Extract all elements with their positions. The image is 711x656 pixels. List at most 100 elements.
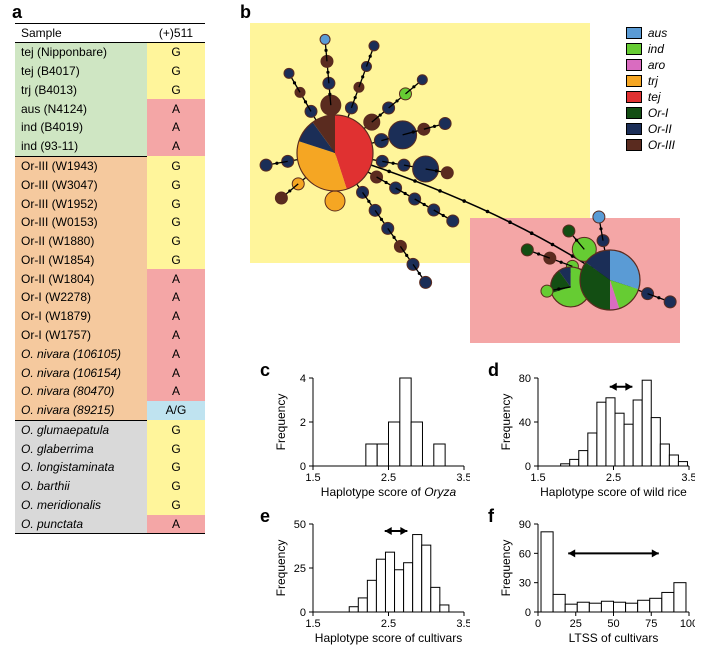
svg-text:Haplotype score of cultivars: Haplotype score of cultivars <box>315 631 462 645</box>
table-row-value: G <box>147 62 205 81</box>
table-row-sample: Or-II (W1880) <box>15 232 147 251</box>
figure-root: a b c d e f Sample (+)511 tej (Nipponbar… <box>0 0 711 656</box>
table-row-sample: Or-II (W1854) <box>15 251 147 270</box>
label-e: e <box>260 506 270 527</box>
svg-text:Haplotype score of Oryza: Haplotype score of Oryza <box>321 485 457 499</box>
svg-text:2.5: 2.5 <box>381 472 396 484</box>
svg-text:50: 50 <box>607 618 619 630</box>
svg-text:2.5: 2.5 <box>606 472 621 484</box>
haplotype-network <box>245 18 690 348</box>
table-row-value: A <box>147 345 205 364</box>
table-row-sample: Or-III (W3047) <box>15 175 147 194</box>
table-row-sample: O. glaberrima <box>15 439 147 458</box>
svg-text:25: 25 <box>570 618 582 630</box>
svg-text:40: 40 <box>519 417 531 429</box>
svg-text:80: 80 <box>519 373 531 385</box>
svg-text:30: 30 <box>519 578 531 590</box>
table-row-sample: O. barthii <box>15 477 147 496</box>
table-row-sample: O. nivara (80470) <box>15 382 147 401</box>
table-row-value: A <box>147 137 205 156</box>
table-row-value: A <box>147 363 205 382</box>
svg-text:25: 25 <box>294 563 306 575</box>
legend-label: aro <box>648 58 665 72</box>
table-row-sample: Or-I (W2278) <box>15 288 147 307</box>
table-row-value: G <box>147 496 205 515</box>
table-row-sample: Or-I (W1879) <box>15 307 147 326</box>
table-row-value: G <box>147 81 205 100</box>
svg-text:2.5: 2.5 <box>381 618 396 630</box>
panel-b: ausindarotrjtejOr-IOr-IIOr-III <box>245 18 690 348</box>
table-row-value: G <box>147 477 205 496</box>
legend-label: ind <box>648 42 664 56</box>
svg-text:0: 0 <box>525 461 531 473</box>
table-row-value: A/G <box>147 401 205 420</box>
svg-text:0: 0 <box>525 607 531 619</box>
table-row-sample: O. longistaminata <box>15 458 147 477</box>
table-row-value: G <box>147 175 205 194</box>
svg-text:0: 0 <box>535 618 541 630</box>
legend-label: Or-I <box>648 106 668 120</box>
svg-text:2: 2 <box>300 417 306 429</box>
network-legend: ausindarotrjtejOr-IOr-IIOr-III <box>626 26 675 154</box>
table-row-sample: aus (N4124) <box>15 99 147 118</box>
table-row-sample: Or-II (W1804) <box>15 269 147 288</box>
table-row-value: G <box>147 251 205 270</box>
svg-text:1.5: 1.5 <box>305 618 320 630</box>
table-row-value: G <box>147 439 205 458</box>
svg-text:Frequency: Frequency <box>500 540 513 597</box>
table-row-value: G <box>147 194 205 213</box>
table-row-sample: O. nivara (89215) <box>15 401 147 420</box>
svg-text:60: 60 <box>519 548 531 560</box>
table-row-value: G <box>147 232 205 251</box>
svg-text:3.5: 3.5 <box>681 472 695 484</box>
table-row-value: G <box>147 156 205 175</box>
col-plus511: (+)511 <box>147 24 205 43</box>
legend-label: aus <box>648 26 667 40</box>
table-row-value: A <box>147 99 205 118</box>
svg-text:50: 50 <box>294 519 306 531</box>
svg-text:3.5: 3.5 <box>456 472 470 484</box>
table-row-sample: Or-III (W1943) <box>15 156 147 175</box>
table-row-sample: tej (Nipponbare) <box>15 43 147 62</box>
table-row-sample: O. nivara (106105) <box>15 345 147 364</box>
table-row-sample: O. nivara (106154) <box>15 363 147 382</box>
legend-label: Or-II <box>648 122 672 136</box>
panel-d: 1.5 2.5 3.5 0 40 80 Haplotype score of wild ri… <box>500 372 695 500</box>
table-row-sample: O. meridionalis <box>15 496 147 515</box>
svg-text:100: 100 <box>680 618 695 630</box>
table-row-sample: Or-III (W0153) <box>15 213 147 232</box>
table-row-sample: O. punctata <box>15 515 147 534</box>
table-row-value: A <box>147 269 205 288</box>
legend-label: trj <box>648 74 658 88</box>
label-f: f <box>488 506 494 527</box>
svg-text:Frequency: Frequency <box>500 394 513 451</box>
col-sample: Sample <box>15 24 147 43</box>
label-a: a <box>12 2 22 23</box>
svg-text:4: 4 <box>300 373 306 385</box>
table-row-sample: ind (B4019) <box>15 118 147 137</box>
svg-text:Haplotype score of wild rice: Haplotype score of wild rice <box>540 485 687 499</box>
svg-text:1.5: 1.5 <box>530 472 545 484</box>
svg-text:Frequency: Frequency <box>275 394 288 451</box>
table-row-value: G <box>147 43 205 62</box>
sample-table: Sample (+)511 tej (Nipponbare)Gtej (B401… <box>15 23 205 534</box>
svg-text:LTSS of cultivars: LTSS of cultivars <box>569 631 659 645</box>
table-row-value: A <box>147 288 205 307</box>
svg-text:75: 75 <box>645 618 657 630</box>
table-row-sample: Or-I (W1757) <box>15 326 147 345</box>
panel-c: 1.5 2.5 3.5 0 2 4 Haplotype score of Oryza Freq… <box>275 372 470 500</box>
table-row-value: A <box>147 382 205 401</box>
table-row-sample: O. glumaepatula <box>15 420 147 439</box>
panel-f: 02550751000306090LTSS of cultivarsFreque… <box>500 518 695 646</box>
legend-label: Or-III <box>648 138 675 152</box>
table-row-value: A <box>147 515 205 534</box>
table-row-sample: trj (B4013) <box>15 81 147 100</box>
table-row-sample: Or-III (W1952) <box>15 194 147 213</box>
table-row-sample: tej (B4017) <box>15 62 147 81</box>
svg-text:0: 0 <box>300 461 306 473</box>
svg-text:1.5: 1.5 <box>305 472 320 484</box>
svg-text:0: 0 <box>300 607 306 619</box>
table-row-sample: ind (93-11) <box>15 137 147 156</box>
label-c: c <box>260 360 270 381</box>
panel-a: Sample (+)511 tej (Nipponbare)Gtej (B401… <box>15 23 205 534</box>
